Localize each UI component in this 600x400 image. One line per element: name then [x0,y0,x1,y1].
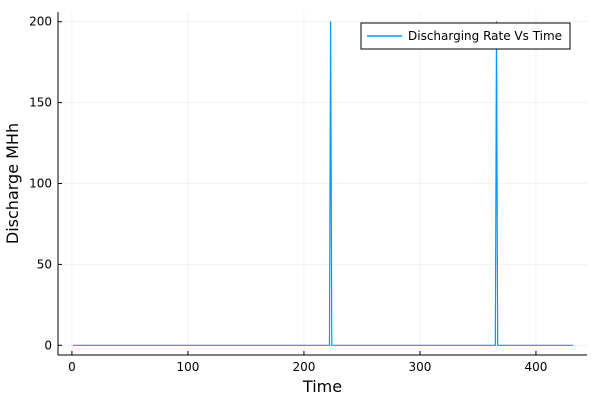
tick-labels: 0 100 200 300 400 0 50 100 150 200 [29,15,547,374]
y-tick-label: 100 [29,177,52,191]
x-tick-label: 300 [408,360,431,374]
series-line-0 [73,21,574,346]
y-tick-label: 150 [29,96,52,110]
x-axis-title: Time [302,377,342,396]
axes [57,12,587,356]
x-tick-label: 0 [68,360,76,374]
y-tick-label: 0 [44,338,52,352]
y-tick-label: 200 [29,15,52,29]
x-tick-label: 400 [525,360,548,374]
x-tick-label: 100 [176,360,199,374]
y-axis-title: Discharge MHh [3,123,22,244]
y-tick-label: 50 [37,257,52,271]
legend: Discharging Rate Vs Time [360,22,571,50]
series-layer [73,21,574,346]
x-tick-label: 200 [292,360,315,374]
legend-label: Discharging Rate Vs Time [408,29,562,43]
